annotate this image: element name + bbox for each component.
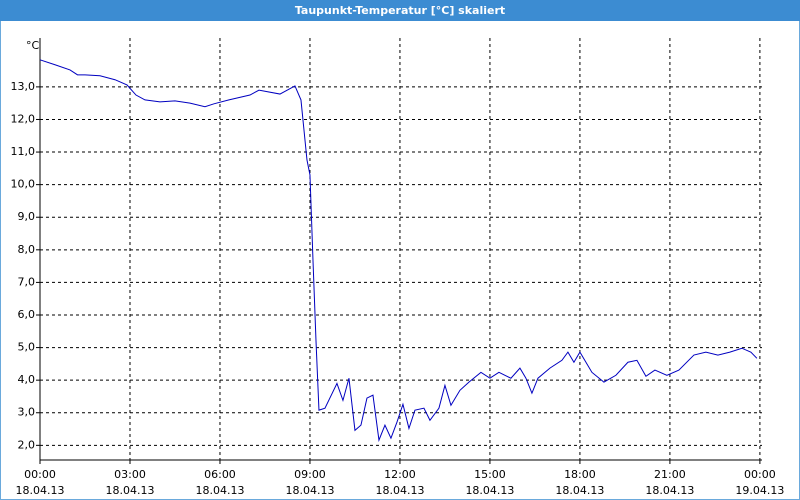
x-tick-date: 18.04.13 (465, 484, 514, 497)
x-tick-label: 12:00 (384, 468, 416, 481)
y-tick-label: 11,0 (11, 145, 36, 158)
x-tick-label: 09:00 (294, 468, 326, 481)
title-bar (0, 0, 800, 21)
y-tick-label: 2,0 (18, 438, 36, 451)
x-tick-label: 18:00 (564, 468, 596, 481)
y-tick-label: 3,0 (18, 406, 36, 419)
x-tick-label: 21:00 (654, 468, 686, 481)
x-tick-date: 19.04.13 (735, 484, 784, 497)
x-tick-date: 18.04.13 (645, 484, 694, 497)
y-unit: °C (26, 39, 40, 52)
x-tick-label: 06:00 (204, 468, 236, 481)
x-tick-label: 00:00 (744, 468, 776, 481)
y-tick-label: 5,0 (18, 341, 36, 354)
y-tick-label: 13,0 (11, 80, 36, 93)
x-tick-label: 00:00 (24, 468, 56, 481)
x-tick-date: 18.04.13 (555, 484, 604, 497)
x-tick-date: 18.04.13 (16, 484, 65, 497)
y-tick-label: 12,0 (11, 112, 36, 125)
y-tick-label: 4,0 (18, 373, 36, 386)
x-tick-date: 18.04.13 (105, 484, 154, 497)
y-tick-label: 10,0 (11, 178, 36, 191)
y-tick-label: 6,0 (18, 308, 36, 321)
x-tick-date: 18.04.13 (285, 484, 334, 497)
x-tick-date: 18.04.13 (195, 484, 244, 497)
x-tick-date: 18.04.13 (375, 484, 424, 497)
y-tick-label: 7,0 (18, 275, 36, 288)
x-tick-label: 03:00 (114, 468, 146, 481)
data-line (39, 59, 758, 443)
y-tick-label: 9,0 (18, 210, 36, 223)
chart-title: Taupunkt-Temperatur [°C] skaliert (295, 4, 505, 17)
y-tick-label: 8,0 (18, 243, 36, 256)
x-tick-label: 15:00 (474, 468, 506, 481)
